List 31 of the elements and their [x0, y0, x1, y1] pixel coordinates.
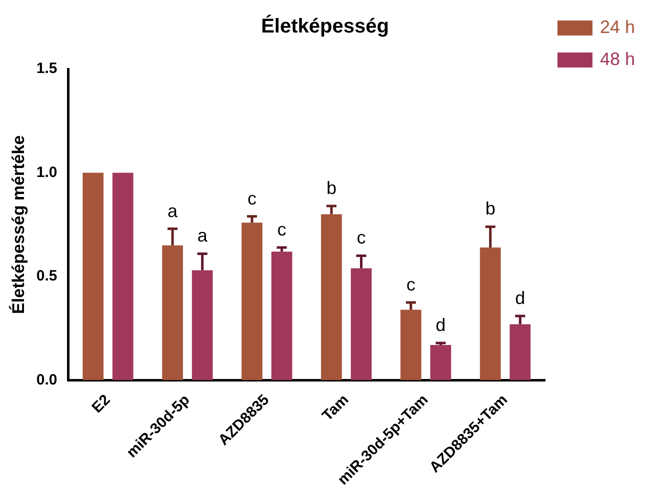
data-label: d: [436, 314, 446, 335]
legend-label: 48 h: [600, 48, 636, 69]
data-label: d: [515, 288, 526, 308]
bar: [162, 245, 183, 380]
bar: [192, 270, 213, 380]
bar: [510, 324, 531, 380]
legend-label: 24 h: [600, 16, 636, 37]
bar: [271, 252, 292, 380]
data-label: b: [485, 198, 496, 219]
data-label: a: [197, 226, 208, 246]
data-label: b: [326, 178, 336, 198]
chart-title: Életképesség: [261, 14, 389, 38]
bar: [82, 172, 104, 380]
data-label: c: [277, 219, 286, 240]
bar: [112, 172, 134, 380]
data-label: a: [168, 200, 179, 221]
y-tick-label: 0.5: [36, 268, 58, 285]
y-tick-label: 1.5: [36, 60, 58, 78]
bar: [400, 310, 422, 380]
bar: [430, 345, 452, 380]
bar: [321, 214, 342, 380]
data-label: c: [247, 188, 256, 208]
bar: [242, 222, 262, 380]
bar: [480, 247, 501, 380]
data-label: c: [356, 228, 366, 248]
bar: [350, 268, 372, 380]
y-tick-label: 1.0: [36, 164, 58, 181]
y-axis-title: Életképesség mértéke: [8, 135, 28, 314]
data-label: c: [406, 274, 416, 294]
y-tick-label: 0.0: [36, 371, 58, 388]
x-tick-label: E2: [88, 391, 114, 416]
